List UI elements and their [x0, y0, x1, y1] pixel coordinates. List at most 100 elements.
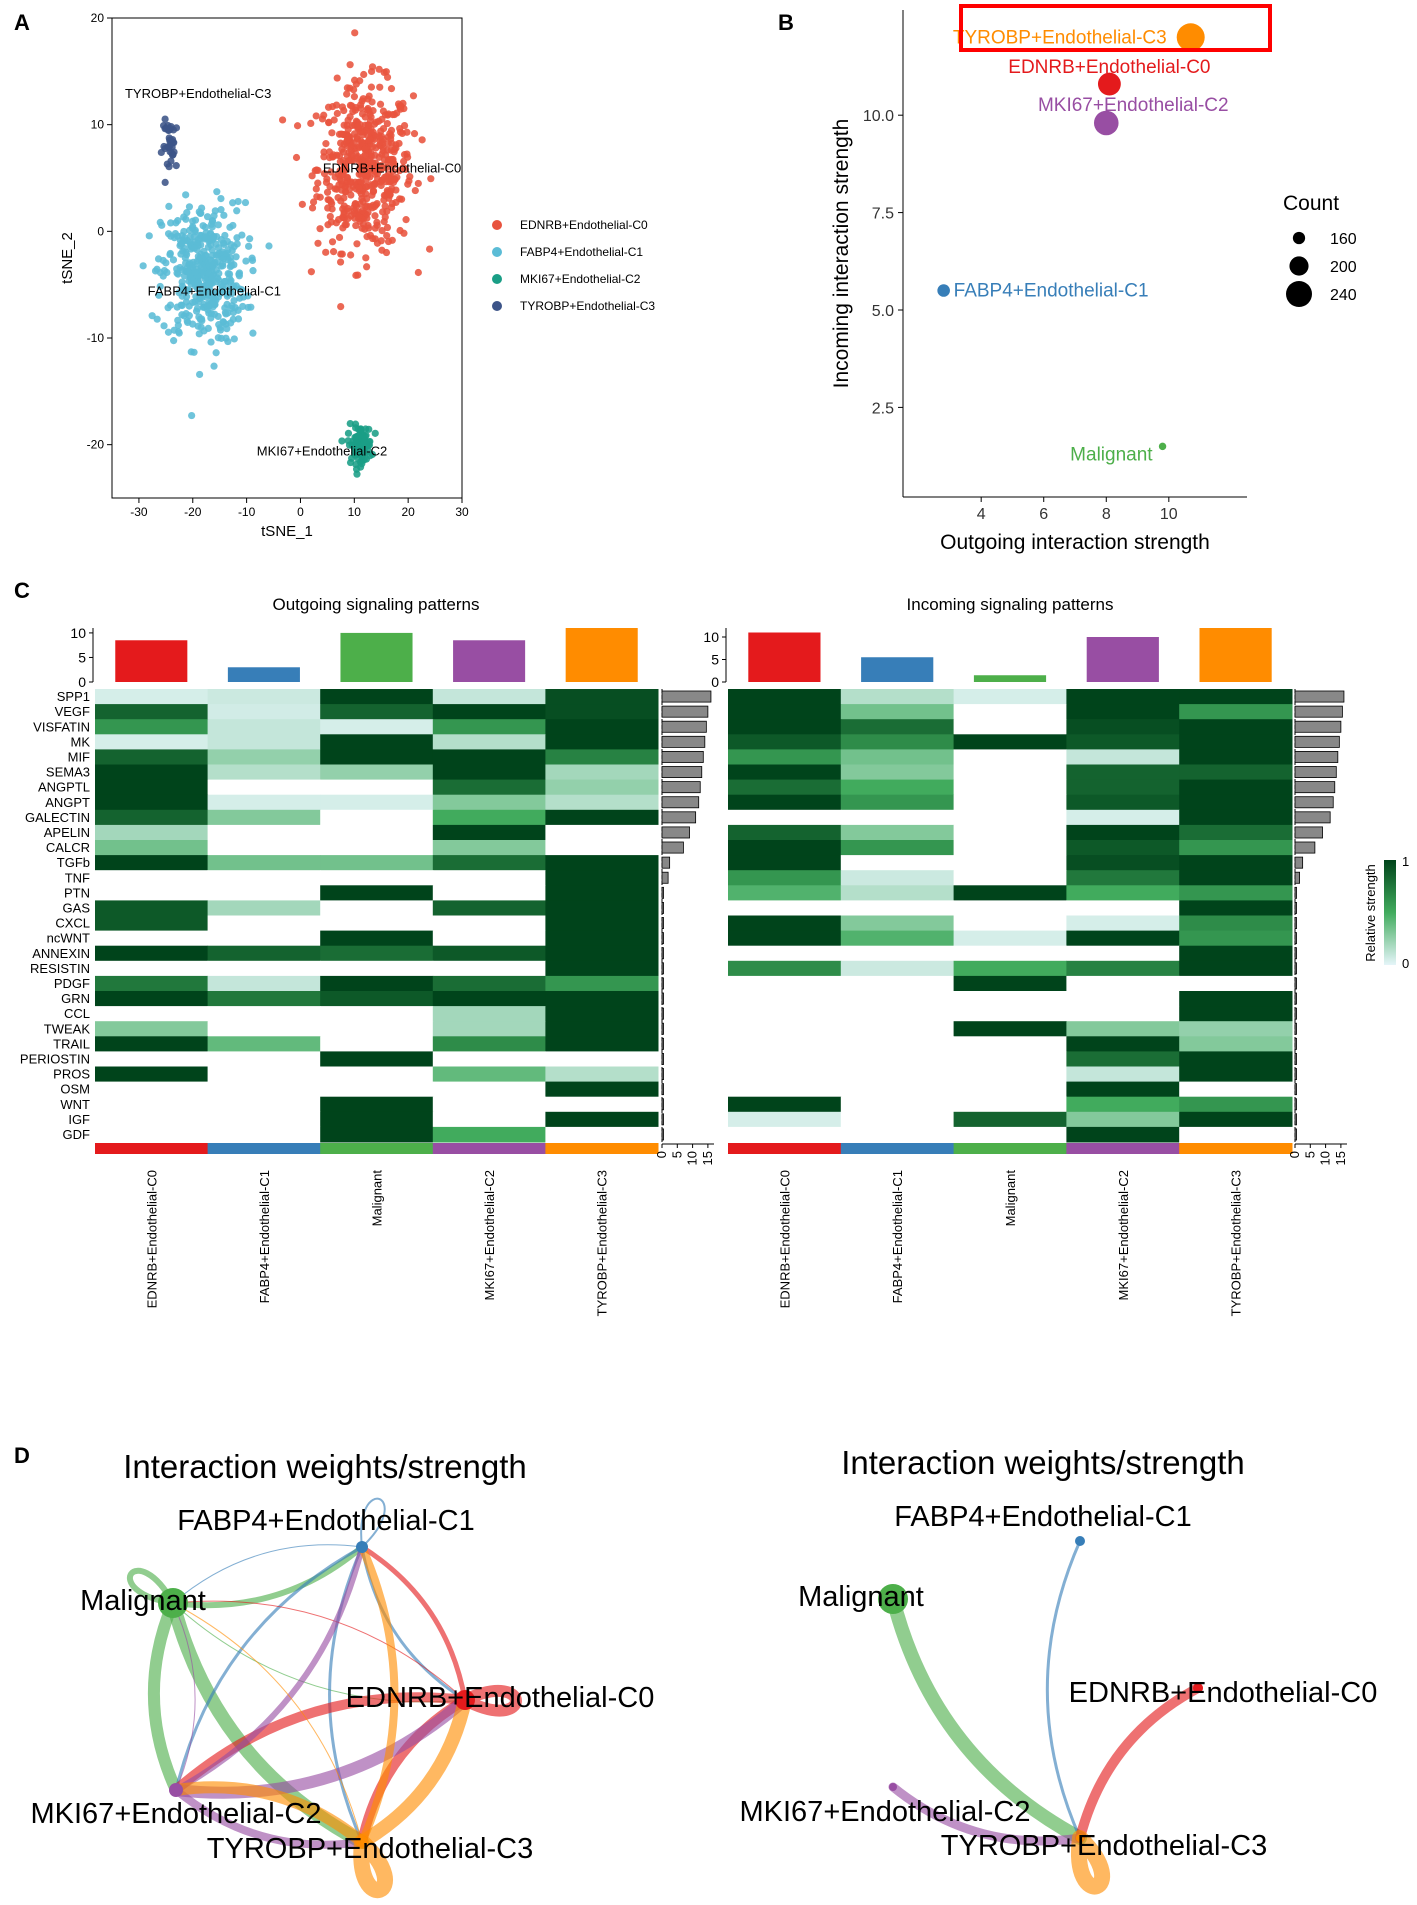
- heatmap-cell: [95, 734, 209, 750]
- heatmap-cell: [1066, 794, 1180, 811]
- legend-swatch-fabp4-endothelial-c1: [492, 247, 502, 257]
- tsne-point-ednrb-endothelial-c0: [395, 139, 403, 148]
- tsne-point-fabp4-endothelial-c1: [169, 256, 178, 264]
- heatmap-cell: [840, 1051, 955, 1067]
- pathway-label: PERIOSTIN: [20, 1052, 90, 1067]
- heatmap-cell: [95, 764, 209, 781]
- tsne-point-fabp4-endothelial-c1: [164, 328, 173, 336]
- tsne-point-fabp4-endothelial-c1: [196, 370, 204, 379]
- tsne-point-fabp4-endothelial-c1: [219, 260, 227, 268]
- node-mki67-endothelial-c2: [169, 1783, 183, 1797]
- edge-mki67-endothelial-c2-to-tyrobp-endothelial-c3: [172, 1786, 366, 1849]
- pathway-label: IGF: [68, 1112, 90, 1127]
- heatmap-cell: [840, 719, 955, 735]
- tsne-point-ednrb-endothelial-c0: [293, 122, 302, 130]
- tsne-point-fabp4-endothelial-c1: [191, 216, 200, 224]
- tsne-point-ednrb-endothelial-c0: [368, 204, 377, 212]
- heatmap-cell: [320, 900, 434, 916]
- tsne-point-mki67-endothelial-c2: [344, 429, 353, 437]
- heatmap-cell: [545, 1036, 659, 1052]
- heatmap-cell: [320, 809, 434, 826]
- tsne-point-fabp4-endothelial-c1: [227, 277, 235, 285]
- tsne-point-ednrb-endothelial-c0: [389, 157, 397, 165]
- tsne-point-fabp4-endothelial-c1: [232, 253, 240, 261]
- heatmap-cell: [207, 975, 321, 992]
- row-total-bar-ptn: [1294, 886, 1297, 899]
- tsne-point-ednrb-endothelial-c0: [344, 157, 353, 165]
- tsne-point-ednrb-endothelial-c0: [386, 190, 394, 199]
- tsne-point-ednrb-endothelial-c0: [381, 213, 389, 221]
- heatmap-cell: [320, 1096, 434, 1113]
- row-total-bar-angptl: [661, 781, 701, 794]
- heatmap-cell: [1179, 975, 1293, 992]
- heatmap-cell: [320, 960, 434, 977]
- tsne-point-fabp4-endothelial-c1: [139, 262, 147, 270]
- heatmap-cell: [953, 1096, 1067, 1113]
- heatmap-cell: [1066, 855, 1180, 871]
- tsne-point-fabp4-endothelial-c1: [185, 226, 194, 234]
- row-total-bar-pros: [661, 1068, 664, 1081]
- heatmap-area: Outgoing signaling patterns0510EDNRB+End…: [20, 595, 1409, 1316]
- b-point-label: FABP4+Endothelial-C1: [954, 281, 1149, 302]
- pathway-label: TWEAK: [44, 1021, 91, 1036]
- edge-tyrobp-endothelial-c3-to-malignant: [172, 1602, 363, 1843]
- b-y-tick-label: 7.5: [872, 206, 894, 223]
- colorbar-tick-label: 1: [1402, 854, 1409, 869]
- heatmap-cell: [1066, 809, 1180, 826]
- tsne-point-ednrb-endothelial-c0: [372, 118, 380, 126]
- heatmap-cell: [840, 689, 955, 705]
- b-point-ednrb-endothelial-c0: [1097, 72, 1121, 96]
- tsne-point-mki67-endothelial-c2: [351, 433, 359, 442]
- tsne-point-fabp4-endothelial-c1: [170, 337, 178, 345]
- tsne-point-ednrb-endothelial-c0: [350, 93, 359, 101]
- tsne-point-fabp4-endothelial-c1: [246, 235, 254, 243]
- row-total-bar-tnf: [1294, 871, 1300, 884]
- pathway-label: TNF: [65, 870, 90, 885]
- group-color-strip-tyrobp-endothelial-c3: [545, 1143, 659, 1154]
- tsne-point-ednrb-endothelial-c0: [376, 100, 385, 108]
- heatmap-cell: [207, 704, 321, 720]
- heatmap-cell: [432, 870, 546, 886]
- heatmap-cell: [953, 870, 1067, 886]
- tsne-point-ednrb-endothelial-c0: [371, 224, 379, 232]
- row-total-bar-tweak: [661, 1022, 664, 1035]
- edge-ednrb-endothelial-c0-to-tyrobp-endothelial-c3: [357, 1695, 470, 1847]
- col-bar-tick-label: 0: [78, 674, 86, 690]
- row-total-bar-apelin: [661, 826, 690, 839]
- row-total-bar-pdgf: [661, 977, 664, 990]
- tsne-point-mki67-endothelial-c2: [365, 425, 373, 433]
- panel-a-letter: A: [14, 10, 30, 35]
- heatmap-cell: [95, 915, 209, 932]
- tsne-point-fabp4-endothelial-c1: [209, 271, 217, 280]
- tsne-point-ednrb-endothelial-c0: [329, 102, 337, 111]
- tsne-point-fabp4-endothelial-c1: [184, 287, 192, 295]
- heatmap-cell: [95, 1096, 209, 1113]
- heatmap-cell: [1066, 945, 1180, 962]
- x-tick-label: 0: [297, 505, 304, 519]
- row-bar-tick-label: 15: [1333, 1151, 1348, 1165]
- heatmap-cell: [432, 779, 546, 796]
- y-tick-label: 10: [91, 118, 105, 132]
- heatmap-cell: [1066, 779, 1180, 796]
- tsne-point-ednrb-endothelial-c0: [336, 258, 345, 266]
- heatmap-cell: [432, 689, 546, 705]
- cluster-label: EDNRB+Endothelial-C0: [323, 161, 461, 176]
- row-bar-tick-label: 5: [1302, 1151, 1317, 1158]
- row-total-bar-resistin: [1294, 962, 1297, 975]
- pathway-label: WNT: [60, 1097, 90, 1112]
- heatmap-cell: [840, 1111, 955, 1128]
- tsne-point-ednrb-endothelial-c0: [347, 251, 355, 259]
- legend-label: EDNRB+Endothelial-C0: [520, 218, 648, 232]
- tsne-point-fabp4-endothelial-c1: [195, 208, 203, 216]
- legend-swatch-tyrobp-endothelial-c3: [492, 301, 502, 311]
- heatmap-cell: [728, 1036, 842, 1052]
- tsne-point-fabp4-endothelial-c1: [182, 293, 191, 301]
- x-tick-label: -20: [184, 505, 202, 519]
- tsne-point-fabp4-endothelial-c1: [195, 256, 203, 264]
- tsne-point-fabp4-endothelial-c1: [193, 304, 202, 313]
- heatmap-cell: [320, 1081, 434, 1098]
- heatmap-cell: [840, 915, 955, 932]
- tsne-point-mki67-endothelial-c2: [371, 429, 379, 437]
- row-total-bar-ccl: [1294, 1007, 1297, 1020]
- tsne-point-ednrb-endothelial-c0: [373, 199, 381, 208]
